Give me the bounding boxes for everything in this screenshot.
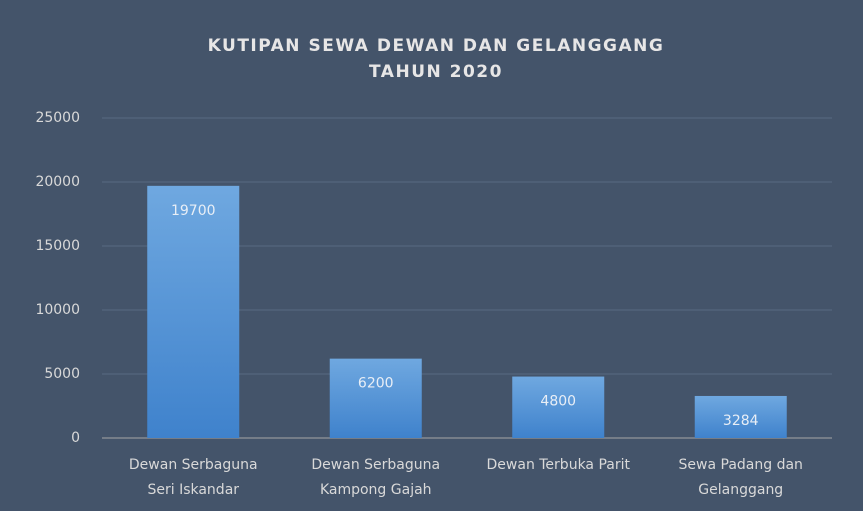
y-tick-label: 10000 [35, 302, 80, 318]
chart-title: KUTIPAN SEWA DEWAN DAN GELANGGANG [208, 36, 665, 56]
value-label: 6200 [358, 376, 394, 392]
y-tick-label: 15000 [35, 238, 80, 254]
bar [512, 376, 605, 438]
bar [147, 185, 240, 438]
x-tick-label: Dewan Terbuka Parit [487, 457, 631, 473]
bar [329, 358, 422, 438]
y-tick-label: 20000 [35, 174, 80, 190]
value-label: 4800 [540, 394, 576, 410]
x-tick-label: Kampong Gajah [320, 482, 432, 498]
value-label: 3284 [723, 413, 759, 429]
chart-subtitle: TAHUN 2020 [369, 62, 503, 82]
y-tick-label: 5000 [44, 366, 80, 382]
bar [694, 395, 787, 438]
value-label: 19700 [171, 203, 216, 219]
x-tick-label: Dewan Serbaguna [311, 457, 440, 473]
y-tick-label: 0 [71, 430, 80, 446]
x-tick-label: Gelanggang [698, 482, 783, 498]
x-tick-label: Seri Iskandar [147, 482, 239, 498]
y-tick-label: 25000 [35, 110, 80, 126]
x-tick-label: Sewa Padang dan [679, 457, 803, 473]
x-tick-label: Dewan Serbaguna [129, 457, 258, 473]
